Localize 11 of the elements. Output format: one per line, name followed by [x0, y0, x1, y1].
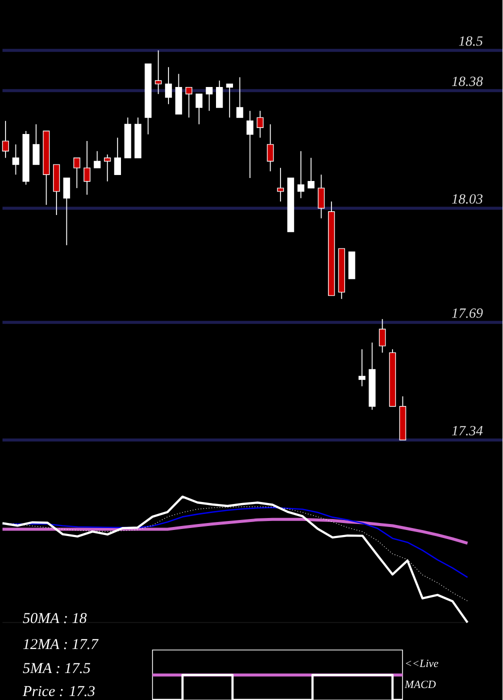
y-tick-label: 18.03	[452, 194, 483, 204]
text: <<Live	[406, 660, 438, 668]
text: Price : 17.3	[22, 686, 95, 696]
annotation: 50MA : 18	[23, 613, 87, 624]
y-tick-label: 18.5	[459, 36, 483, 46]
text: MACD	[404, 680, 436, 688]
text: 12MA : 17.7	[23, 639, 99, 650]
y-tick-label: 17.69	[452, 308, 484, 318]
text: 5MA : 17.5	[23, 663, 90, 674]
y-tick-label: 18.38	[452, 76, 484, 86]
y-tick-label: 17.34	[452, 426, 483, 436]
